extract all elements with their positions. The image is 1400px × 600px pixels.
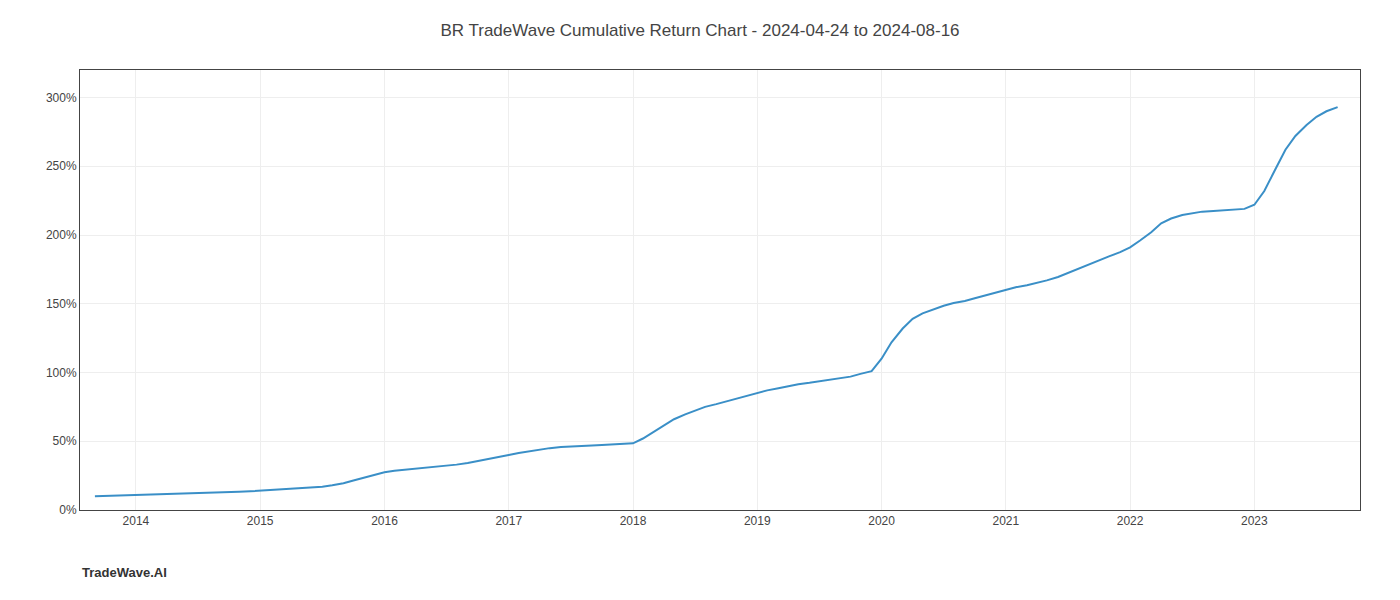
- svg-text:BR TradeWave Cumulative Return: BR TradeWave Cumulative Return Chart - 2…: [440, 21, 959, 40]
- svg-text:150%: 150%: [46, 297, 77, 311]
- svg-text:200%: 200%: [46, 228, 77, 242]
- svg-text:2018: 2018: [620, 514, 647, 528]
- svg-text:100%: 100%: [46, 366, 77, 380]
- svg-text:TradeWave.AI: TradeWave.AI: [82, 565, 167, 580]
- svg-text:2015: 2015: [247, 514, 274, 528]
- svg-text:50%: 50%: [53, 434, 77, 448]
- svg-text:2023: 2023: [1241, 514, 1268, 528]
- svg-text:2016: 2016: [371, 514, 398, 528]
- svg-text:2022: 2022: [1117, 514, 1144, 528]
- svg-text:2019: 2019: [744, 514, 771, 528]
- svg-text:2021: 2021: [992, 514, 1019, 528]
- svg-text:2014: 2014: [123, 514, 150, 528]
- svg-text:2017: 2017: [495, 514, 522, 528]
- svg-text:0%: 0%: [59, 503, 77, 517]
- svg-text:250%: 250%: [46, 159, 77, 173]
- svg-text:300%: 300%: [46, 91, 77, 105]
- svg-text:2020: 2020: [868, 514, 895, 528]
